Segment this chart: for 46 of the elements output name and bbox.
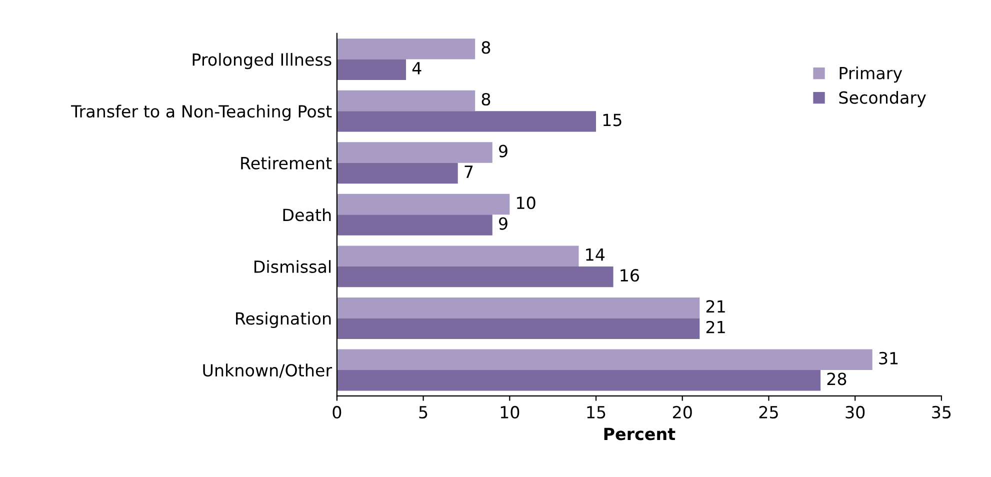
x-tick-label: 30 bbox=[846, 406, 865, 419]
x-tick-label: 0 bbox=[332, 406, 342, 419]
data-label: 16 bbox=[620, 269, 639, 282]
bar bbox=[336, 370, 821, 391]
x-tick-label: 10 bbox=[500, 406, 520, 419]
data-label: 8 bbox=[482, 41, 490, 54]
x-tick-label: 35 bbox=[932, 406, 951, 419]
x-tick-label: 5 bbox=[419, 406, 428, 419]
data-label: 8 bbox=[482, 92, 490, 106]
data-label: 4 bbox=[412, 62, 422, 74]
y-tick-label: Transfer to a Non-Teaching Post bbox=[70, 104, 332, 121]
x-tick-label: 25 bbox=[759, 406, 778, 419]
y-tick-label: Prolonged Illness bbox=[192, 52, 332, 70]
data-label: 9 bbox=[498, 217, 508, 230]
bar bbox=[336, 111, 596, 132]
y-tick-label: Dismissal bbox=[254, 260, 331, 274]
bar bbox=[336, 349, 872, 370]
data-label: 14 bbox=[586, 248, 605, 261]
bar bbox=[336, 142, 492, 163]
bar bbox=[336, 38, 476, 60]
y-tick-label: Death bbox=[283, 208, 331, 222]
legend-label: Primary bbox=[840, 66, 902, 83]
bar bbox=[336, 246, 579, 266]
data-label: 7 bbox=[464, 166, 473, 178]
y-tick-label: Retirement bbox=[241, 156, 332, 170]
y-tick-label: Resignation bbox=[236, 312, 331, 328]
x-axis-title: Percent bbox=[604, 428, 676, 440]
data-label: 28 bbox=[827, 372, 846, 386]
data-label: 31 bbox=[879, 352, 898, 364]
bar bbox=[336, 298, 700, 318]
data-label: 9 bbox=[498, 144, 508, 158]
data-label: 10 bbox=[517, 196, 536, 210]
bar bbox=[336, 194, 510, 215]
y-tick-label: Unknown/Other bbox=[203, 364, 332, 378]
bar bbox=[336, 162, 458, 184]
x-tick-label: 15 bbox=[587, 406, 606, 419]
bar bbox=[336, 318, 700, 339]
bar bbox=[336, 214, 492, 236]
bar bbox=[336, 266, 614, 288]
data-label: 21 bbox=[706, 300, 725, 312]
bar bbox=[336, 90, 476, 112]
legend-label: Secondary bbox=[839, 90, 926, 108]
data-label: 21 bbox=[706, 320, 725, 334]
bar bbox=[336, 59, 406, 80]
data-label: 15 bbox=[603, 114, 622, 126]
x-tick-label: 20 bbox=[672, 406, 692, 419]
